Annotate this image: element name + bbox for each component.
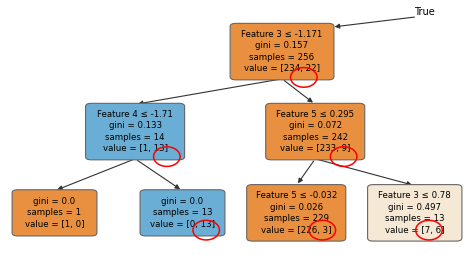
FancyBboxPatch shape	[368, 185, 462, 241]
FancyBboxPatch shape	[12, 190, 97, 236]
Text: Feature 5 ≤ 0.295
gini = 0.072
samples = 242
value = [233, 9]: Feature 5 ≤ 0.295 gini = 0.072 samples =…	[276, 110, 354, 153]
Text: Feature 4 ≤ -1.71
gini = 0.133
samples = 14
value = [1, 13]: Feature 4 ≤ -1.71 gini = 0.133 samples =…	[97, 110, 173, 153]
FancyBboxPatch shape	[265, 103, 365, 160]
Text: Feature 5 ≤ -0.032
gini = 0.026
samples = 229
value = [226, 3]: Feature 5 ≤ -0.032 gini = 0.026 samples …	[255, 191, 337, 235]
FancyBboxPatch shape	[246, 185, 346, 241]
FancyBboxPatch shape	[230, 23, 334, 80]
FancyBboxPatch shape	[85, 103, 184, 160]
Text: gini = 0.0
samples = 13
value = [0, 13]: gini = 0.0 samples = 13 value = [0, 13]	[150, 197, 215, 229]
FancyBboxPatch shape	[140, 190, 225, 236]
Text: gini = 0.0
samples = 1
value = [1, 0]: gini = 0.0 samples = 1 value = [1, 0]	[25, 197, 84, 229]
Text: True: True	[414, 7, 435, 17]
Text: Feature 3 ≤ 0.78
gini = 0.497
samples = 13
value = [7, 6]: Feature 3 ≤ 0.78 gini = 0.497 samples = …	[378, 191, 451, 235]
Text: Feature 3 ≤ -1.171
gini = 0.157
samples = 256
value = [234, 22]: Feature 3 ≤ -1.171 gini = 0.157 samples …	[241, 30, 323, 73]
